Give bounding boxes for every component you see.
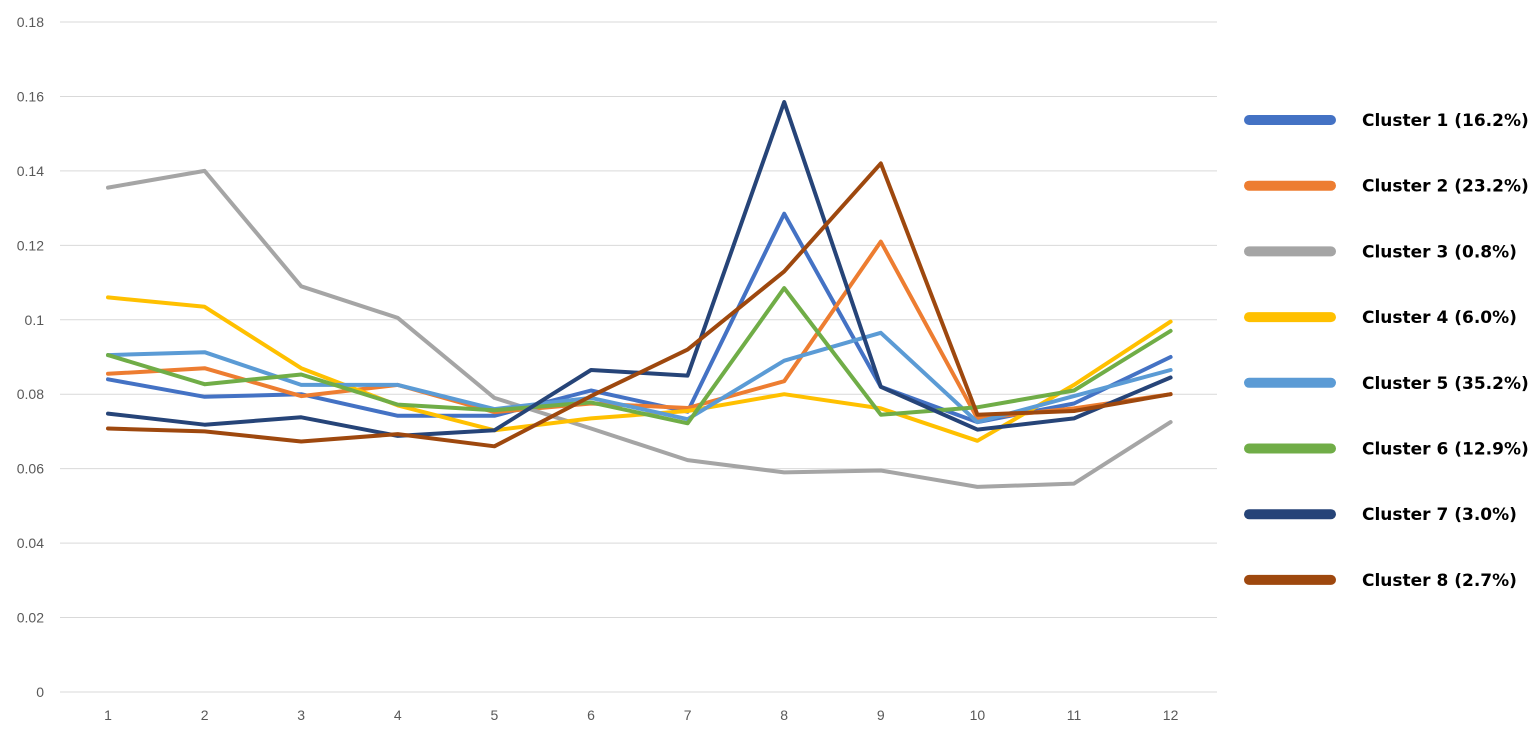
legend-item-cluster-6: Cluster 6 (12.9%) (1244, 440, 1529, 460)
y-tick-label: 0.02 (17, 610, 44, 626)
series-lines (106, 100, 1173, 489)
series-line-cluster-6 (106, 286, 1173, 426)
legend-item-cluster-1: Cluster 1 (16.2%) (1244, 111, 1529, 131)
legend: Cluster 1 (16.2%) Cluster 2 (23.2%) Cluste… (1244, 111, 1529, 591)
y-tick-label: 0.04 (17, 535, 44, 551)
y-tick-label: 0 (36, 684, 44, 700)
x-tick-label: 9 (877, 707, 885, 723)
y-tick-label: 0.08 (17, 386, 44, 402)
legend-label: Cluster 7 (3.0%) (1362, 505, 1517, 525)
y-tick-label: 0.14 (17, 163, 44, 179)
legend-item-cluster-3: Cluster 3 (0.8%) (1244, 242, 1517, 262)
x-tick-label: 12 (1163, 707, 1179, 723)
legend-item-cluster-8: Cluster 8 (2.7%) (1244, 571, 1517, 591)
y-axis-tick-labels: 0 0.02 0.04 0.06 0.08 0.1 0.12 0.14 0.16 0.18 (17, 14, 44, 700)
x-tick-label: 11 (1067, 707, 1082, 723)
legend-item-cluster-4: Cluster 4 (6.0%) (1244, 308, 1517, 328)
legend-label: Cluster 3 (0.8%) (1362, 242, 1517, 262)
legend-label: Cluster 2 (23.2%) (1362, 177, 1529, 197)
x-axis-tick-labels: 1 2 3 4 5 6 7 8 9 10 11 12 (104, 707, 1178, 723)
legend-item-cluster-2: Cluster 2 (23.2%) (1244, 177, 1529, 197)
legend-label: Cluster 1 (16.2%) (1362, 111, 1529, 131)
legend-item-cluster-5: Cluster 5 (35.2%) (1244, 374, 1529, 394)
x-tick-label: 1 (104, 707, 112, 723)
y-tick-label: 0.12 (17, 237, 44, 253)
y-tick-label: 0.06 (17, 461, 44, 477)
y-tick-label: 0.18 (17, 14, 44, 30)
series-line-cluster-2 (106, 239, 1173, 421)
legend-item-cluster-7: Cluster 7 (3.0%) (1244, 505, 1517, 525)
x-tick-label: 5 (491, 707, 499, 723)
x-tick-label: 7 (684, 707, 692, 723)
series-line-cluster-5 (106, 330, 1173, 425)
y-tick-label: 0.1 (25, 312, 45, 328)
legend-label: Cluster 5 (35.2%) (1362, 374, 1529, 394)
x-tick-label: 4 (394, 707, 402, 723)
x-tick-label: 8 (780, 707, 788, 723)
legend-label: Cluster 8 (2.7%) (1362, 571, 1517, 591)
x-tick-label: 10 (970, 707, 986, 723)
legend-label: Cluster 4 (6.0%) (1362, 308, 1517, 328)
y-tick-label: 0.16 (17, 88, 44, 104)
series-line-cluster-8 (106, 161, 1173, 449)
gridlines (60, 21, 1217, 693)
x-tick-label: 2 (201, 707, 209, 723)
legend-label: Cluster 6 (12.9%) (1362, 440, 1529, 460)
x-tick-label: 3 (297, 707, 305, 723)
x-tick-label: 6 (587, 707, 595, 723)
series-line-cluster-3 (106, 168, 1173, 489)
